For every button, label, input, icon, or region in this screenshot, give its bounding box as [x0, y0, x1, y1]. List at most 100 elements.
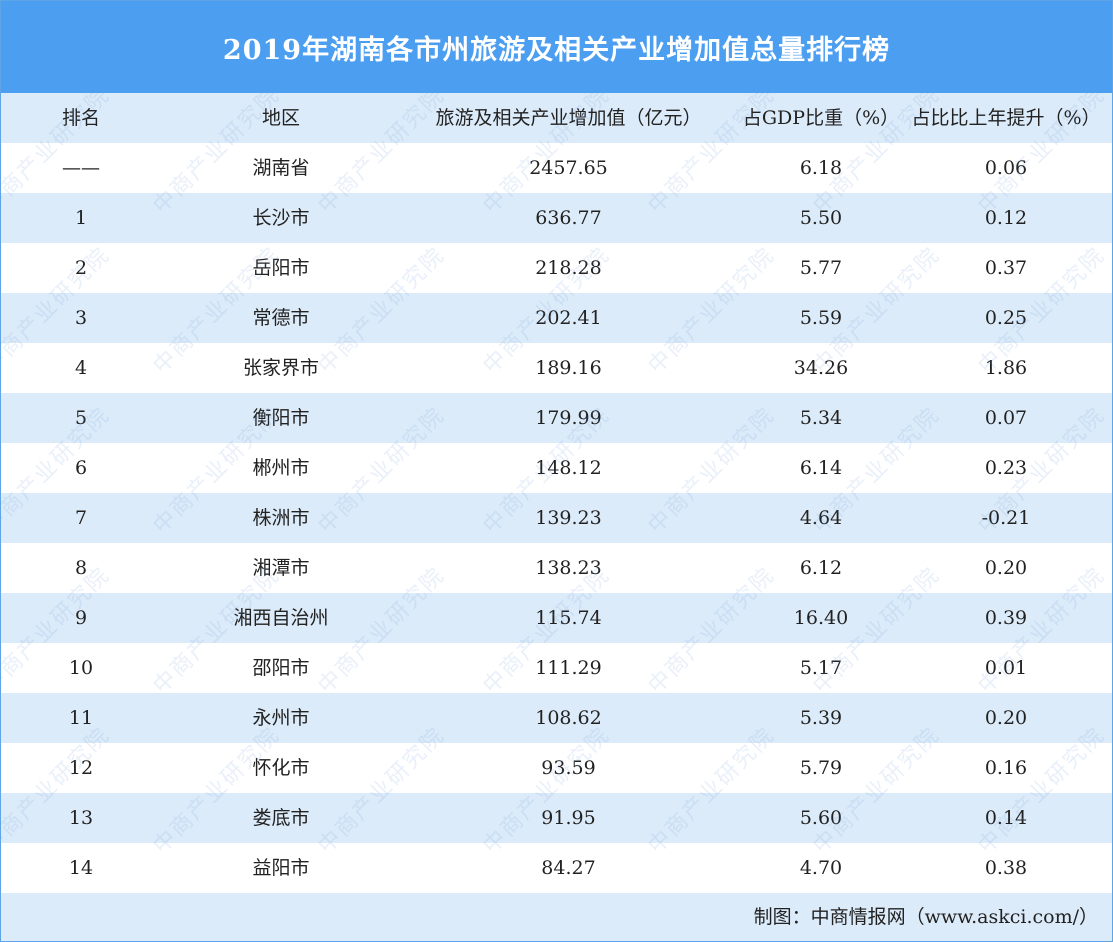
gdp-share-cell: 16.40: [793, 607, 849, 629]
region-cell: 张家界市: [242, 357, 319, 379]
share-change-cell: 0.20: [984, 557, 1028, 579]
header-region: 地区: [261, 107, 300, 129]
region-cell: 湘潭市: [252, 557, 310, 579]
value-cell: 636.77: [535, 207, 602, 229]
share-change-cell: 0.23: [984, 457, 1028, 479]
rank-cell: 10: [68, 657, 94, 679]
value-cell: 179.99: [535, 407, 602, 429]
footer-bar: 制图：中商情报网（www.askci.com/）: [1, 893, 1112, 941]
gdp-share-cell: 5.79: [799, 757, 843, 779]
table-row: 5 衡阳市 179.99 5.34 0.07: [1, 393, 1112, 443]
region-cell: 怀化市: [252, 757, 310, 779]
share-change-cell: 0.39: [984, 607, 1028, 629]
table-row: 7 株洲市 139.23 4.64 -0.21: [1, 493, 1112, 543]
region-cell: 衡阳市: [252, 407, 310, 429]
gdp-share-cell: 5.77: [799, 257, 843, 279]
share-change-cell: 0.12: [984, 207, 1028, 229]
value-cell: 91.95: [541, 807, 596, 829]
table-row: 3 常德市 202.41 5.59 0.25: [1, 293, 1112, 343]
rank-cell: 9: [74, 607, 88, 629]
share-change-cell: 1.86: [984, 357, 1028, 379]
share-change-cell: 0.25: [984, 307, 1028, 329]
value-cell: 84.27: [541, 857, 596, 879]
gdp-share-cell: 5.17: [799, 657, 843, 679]
table-row: 8 湘潭市 138.23 6.12 0.20: [1, 543, 1112, 593]
source-credit: 制图：中商情报网（www.askci.com/）: [753, 906, 1098, 928]
share-change-cell: 0.20: [984, 707, 1028, 729]
region-cell: 邵阳市: [252, 657, 310, 679]
page-title: 2019年湖南各市州旅游及相关产业增加值总量排行榜: [222, 34, 891, 66]
table-row: 14 益阳市 84.27 4.70 0.38: [1, 843, 1112, 893]
share-change-cell: 0.14: [984, 807, 1028, 829]
table-row: 6 郴州市 148.12 6.14 0.23: [1, 443, 1112, 493]
value-cell: 138.23: [535, 557, 602, 579]
gdp-share-cell: 6.14: [799, 457, 843, 479]
share-change-cell: 0.16: [984, 757, 1028, 779]
header-rank: 排名: [61, 107, 100, 129]
value-cell: 139.23: [535, 507, 602, 529]
rank-cell: 14: [68, 857, 94, 879]
region-cell: 常德市: [252, 307, 310, 329]
share-change-cell: 0.37: [984, 257, 1028, 279]
rank-cell: 12: [68, 757, 94, 779]
table-row: 4 张家界市 189.16 34.26 1.86: [1, 343, 1112, 393]
value-cell: 202.41: [535, 307, 602, 329]
share-change-cell: 0.38: [984, 857, 1028, 879]
region-cell: 湖南省: [252, 157, 310, 179]
table-row: 11 永州市 108.62 5.39 0.20: [1, 693, 1112, 743]
gdp-share-cell: 6.12: [799, 557, 843, 579]
share-change-cell: 0.01: [984, 657, 1028, 679]
rank-cell: 3: [74, 307, 88, 329]
gdp-share-cell: 5.50: [799, 207, 843, 229]
table-header-row: 排名 地区 旅游及相关产业增加值（亿元） 占GDP比重（%） 占比比上年提升（%…: [1, 93, 1112, 143]
value-cell: 189.16: [535, 357, 602, 379]
value-cell: 111.29: [535, 657, 602, 679]
gdp-share-cell: 4.70: [799, 857, 843, 879]
value-cell: 148.12: [535, 457, 602, 479]
rank-cell: 5: [74, 407, 88, 429]
region-cell: 湘西自治州: [233, 607, 329, 629]
gdp-share-cell: 5.59: [799, 307, 843, 329]
rank-cell: 4: [74, 357, 88, 379]
region-cell: 益阳市: [252, 857, 310, 879]
table-row: 2 岳阳市 218.28 5.77 0.37: [1, 243, 1112, 293]
table-row: 9 湘西自治州 115.74 16.40 0.39: [1, 593, 1112, 643]
rank-cell: 6: [74, 457, 88, 479]
region-cell: 长沙市: [252, 207, 310, 229]
region-cell: 娄底市: [252, 807, 310, 829]
table-row: 13 娄底市 91.95 5.60 0.14: [1, 793, 1112, 843]
rank-cell: ——: [62, 157, 100, 179]
rank-cell: 1: [74, 207, 88, 229]
value-cell: 93.59: [541, 757, 596, 779]
title-bar: 2019年湖南各市州旅游及相关产业增加值总量排行榜: [1, 1, 1112, 93]
gdp-share-cell: 5.60: [799, 807, 843, 829]
share-change-cell: -0.21: [981, 507, 1031, 529]
table-row: 1 长沙市 636.77 5.50 0.12: [1, 193, 1112, 243]
value-cell: 2457.65: [529, 157, 608, 179]
table-row: 12 怀化市 93.59 5.79 0.16: [1, 743, 1112, 793]
value-cell: 108.62: [535, 707, 602, 729]
region-cell: 永州市: [252, 707, 310, 729]
value-cell: 218.28: [535, 257, 602, 279]
header-value: 旅游及相关产业增加值（亿元）: [435, 107, 702, 129]
rank-cell: 2: [74, 257, 88, 279]
rank-cell: 7: [74, 507, 88, 529]
gdp-share-cell: 4.64: [799, 507, 843, 529]
gdp-share-cell: 34.26: [793, 357, 849, 379]
share-change-cell: 0.07: [984, 407, 1028, 429]
gdp-share-cell: 5.34: [799, 407, 843, 429]
region-cell: 岳阳市: [252, 257, 310, 279]
header-gdp-share: 占GDP比重（%）: [742, 107, 900, 129]
rank-cell: 11: [68, 707, 94, 729]
gdp-share-cell: 5.39: [799, 707, 843, 729]
header-share-change: 占比比上年提升（%）: [911, 107, 1101, 129]
region-cell: 郴州市: [252, 457, 310, 479]
share-change-cell: 0.06: [984, 157, 1028, 179]
gdp-share-cell: 6.18: [799, 157, 843, 179]
table-row: —— 湖南省 2457.65 6.18 0.06: [1, 143, 1112, 193]
value-cell: 115.74: [535, 607, 602, 629]
rank-cell: 13: [68, 807, 94, 829]
rank-cell: 8: [74, 557, 88, 579]
region-cell: 株洲市: [252, 507, 310, 529]
